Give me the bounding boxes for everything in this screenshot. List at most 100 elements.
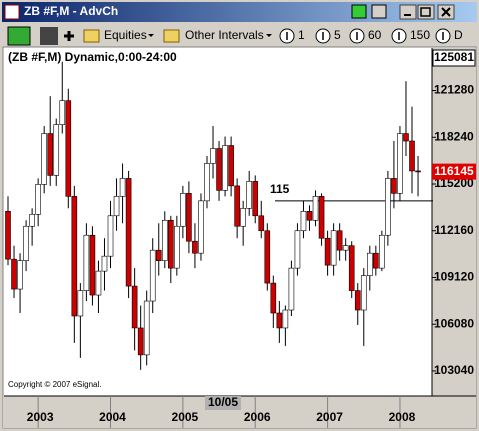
folder-icon [83,29,100,43]
candle-body [288,267,295,311]
candle-body [409,140,415,172]
candle-body [59,100,66,125]
candle-body [379,234,385,269]
candle-body [131,285,138,329]
y-tick-label: 103040 [434,363,474,377]
candle-body [89,234,96,296]
toolbar-button[interactable]: D [454,28,463,42]
candle-body [83,234,90,291]
candle-body [95,270,102,296]
candle-body [101,255,108,272]
toolbar-button[interactable]: Other Intervals [185,28,264,42]
y-tick-label: 118240 [434,129,474,143]
candle-body [53,124,60,176]
candle-body [391,178,397,194]
candle-body [155,249,162,261]
candle-body [180,193,186,227]
minimize-button[interactable] [399,4,417,20]
toolbar-button[interactable]: 60 [368,28,382,42]
price-axis [432,48,476,396]
candle-body [336,230,343,251]
candle-body [373,252,379,269]
candle-body [149,249,156,302]
x-tick-label: 2007 [316,410,343,424]
candle-body [252,181,259,217]
candle-body [107,215,114,257]
candle-body [17,260,23,290]
y-tick-label: 112160 [434,223,474,237]
candle-body [161,219,168,261]
candle-body [143,300,150,356]
lock-icon[interactable] [40,27,58,45]
y-tick-label: 106080 [434,316,474,330]
toolbar-button[interactable]: 150 [410,28,430,42]
link-button[interactable] [351,4,367,19]
y-tick-label: 109120 [434,270,474,284]
candle-body [270,282,277,314]
toolbar-button[interactable]: 5 [334,28,341,42]
last-price-box [432,163,476,180]
x-tick-label: 2006 [244,410,271,424]
folder-icon [163,29,180,43]
candle-body [234,185,240,227]
toolbar: Equities Other Intervals 1 5 60 150 D [7,26,463,46]
candle-body [222,145,228,191]
candle-body [113,196,120,217]
candle-body [41,133,47,185]
annotation-label: 115 [270,182,290,196]
candle-body [119,178,126,197]
candle-body [385,178,391,236]
candle-body [348,245,355,291]
cursor-label-box [205,396,241,410]
add-icon[interactable] [64,31,74,41]
candle-body [264,230,271,284]
candle-body [35,184,41,215]
candle-body [324,237,331,266]
window-title: ZB #F,M - AdvCh [24,4,118,18]
candle-body [294,230,301,269]
y-tick-label: 115200 [434,176,474,190]
candle-body [228,145,234,187]
candle-body [174,225,180,269]
link-icon[interactable] [7,26,31,46]
header-price-box [432,49,476,67]
candle-body [47,133,54,176]
candle-body [354,290,361,311]
x-tick-label: 2005 [172,410,199,424]
header-price: 125081 [434,50,474,64]
candle-body [192,240,198,254]
pin-button[interactable] [371,4,387,19]
candle-body [312,196,319,221]
candle-body [306,211,313,221]
app-icon [4,4,20,20]
cursor-label: 10/05 [208,395,238,409]
candle-body [77,290,84,317]
candle-body [282,309,289,329]
candle-body [342,245,349,251]
candle-body [330,230,337,266]
candle-body [240,208,246,227]
chart-title: (ZB #F,M) Dynamic,0:00-24:00 [8,50,177,64]
candle-body [300,211,307,232]
x-tick-label: 2003 [27,410,54,424]
candle-body [366,252,373,276]
x-tick-label: 2004 [99,410,126,424]
last-price-label: 116145 [434,164,474,178]
candle-body [258,215,265,232]
candle-body [210,148,216,164]
candle-body [397,133,403,194]
candle-body [5,211,11,260]
toolbar-button[interactable]: 1 [298,28,305,42]
toolbar-button[interactable]: Equities [104,28,147,42]
candle-body [246,181,252,209]
candle-body [360,275,367,311]
copyright: Copyright © 2007 eSignal. [8,380,102,389]
candle-body [29,213,35,227]
candle-body [71,196,78,317]
candle-body [204,163,210,202]
candle-body [186,193,192,242]
chart-area [2,46,477,429]
candle-body [415,170,421,173]
